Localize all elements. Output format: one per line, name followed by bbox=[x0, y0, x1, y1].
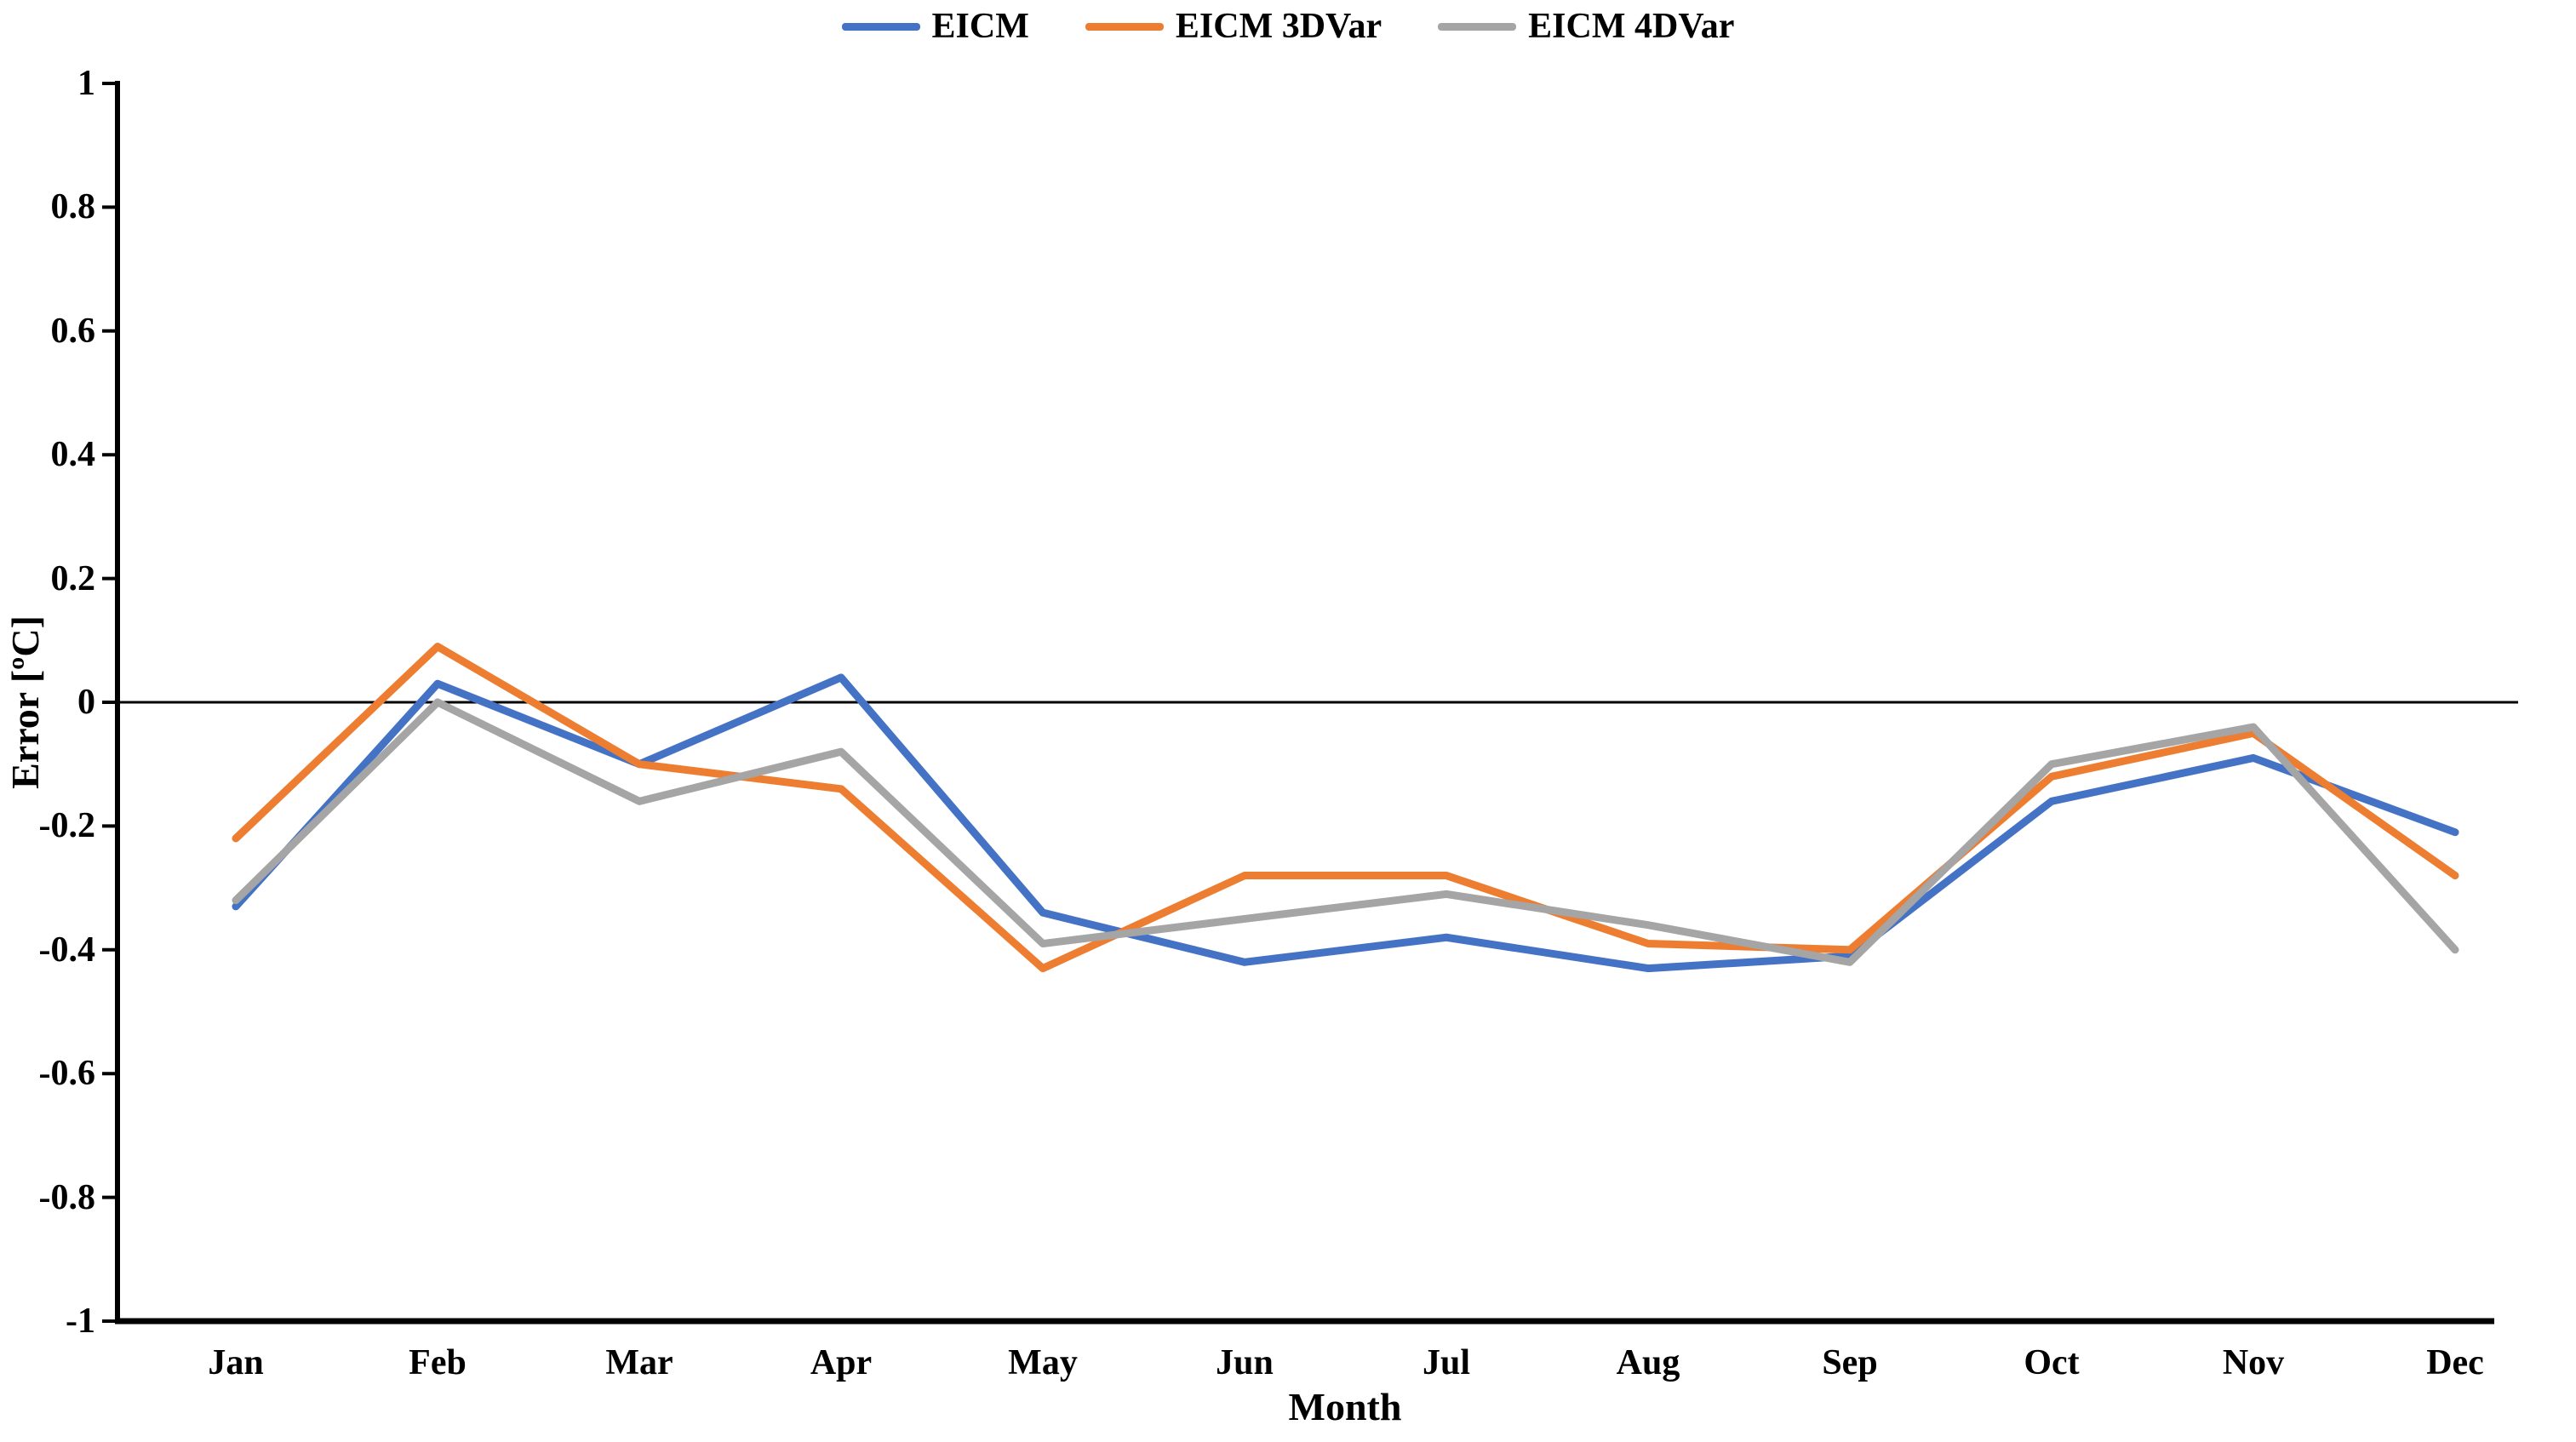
x-tick-label: Aug bbox=[1616, 1343, 1680, 1382]
y-tick-label: 0.4 bbox=[50, 435, 96, 475]
y-tick-label: -1 bbox=[66, 1302, 95, 1341]
y-tick-label: 1 bbox=[77, 64, 95, 103]
x-tick-label: Sep bbox=[1822, 1343, 1878, 1382]
y-tick-label: 0 bbox=[77, 683, 95, 722]
y-axis-title: Error [ºC] bbox=[3, 615, 47, 789]
x-tick-label: Mar bbox=[605, 1343, 673, 1382]
series-line-eicm-4dvar bbox=[232, 698, 2459, 966]
x-tick-label: Jun bbox=[1216, 1343, 1274, 1382]
series-line-eicm bbox=[232, 673, 2459, 973]
x-tick-label: May bbox=[1008, 1343, 1078, 1382]
y-tick-label: -0.6 bbox=[38, 1054, 96, 1094]
x-tick-label: Nov bbox=[2222, 1343, 2285, 1382]
x-tick-label: Dec bbox=[2426, 1343, 2484, 1382]
x-tick-label: Jan bbox=[208, 1343, 264, 1382]
y-tick-label: 0.6 bbox=[50, 311, 96, 351]
y-tick-label: -0.4 bbox=[38, 930, 96, 970]
y-tick-label: 0.2 bbox=[50, 558, 96, 598]
x-axis-title: Month bbox=[1288, 1385, 1402, 1428]
x-tick-label: Apr bbox=[810, 1343, 873, 1382]
x-tick-label: Oct bbox=[2024, 1343, 2080, 1382]
y-tick-label: -0.8 bbox=[38, 1177, 96, 1217]
series-line-eicm-3dvar bbox=[232, 643, 2459, 973]
y-tick-label: 0.8 bbox=[50, 187, 96, 227]
x-tick-label: Jul bbox=[1422, 1343, 1471, 1382]
y-tick-label: -0.2 bbox=[38, 806, 96, 846]
x-tick-label: Feb bbox=[409, 1343, 467, 1382]
